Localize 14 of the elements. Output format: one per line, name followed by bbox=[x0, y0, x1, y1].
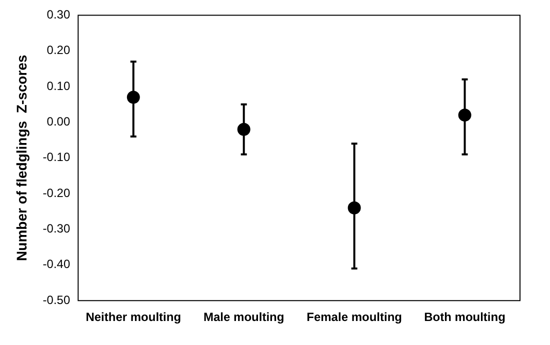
y-axis-title: Number of fledglings Z-scores bbox=[13, 54, 30, 261]
x-tick-label: Male moulting bbox=[204, 310, 284, 324]
y-tick-label: 0.30 bbox=[46, 8, 70, 22]
y-tick-label: 0.10 bbox=[46, 78, 70, 93]
y-tick-label: 0.20 bbox=[46, 43, 70, 58]
x-tick-label: Both moulting bbox=[424, 310, 506, 324]
y-tick-label: 0.00 bbox=[46, 114, 70, 129]
y-tick-label: -0.50 bbox=[42, 292, 70, 307]
x-tick-label: Female moulting bbox=[306, 310, 402, 324]
y-tick-label: -0.30 bbox=[42, 222, 70, 236]
y-tick-label: -0.10 bbox=[42, 150, 70, 164]
y-tick-label: -0.20 bbox=[42, 186, 70, 200]
x-tick-label: Neither moulting bbox=[86, 310, 182, 324]
y-tick-label: -0.40 bbox=[42, 257, 70, 272]
